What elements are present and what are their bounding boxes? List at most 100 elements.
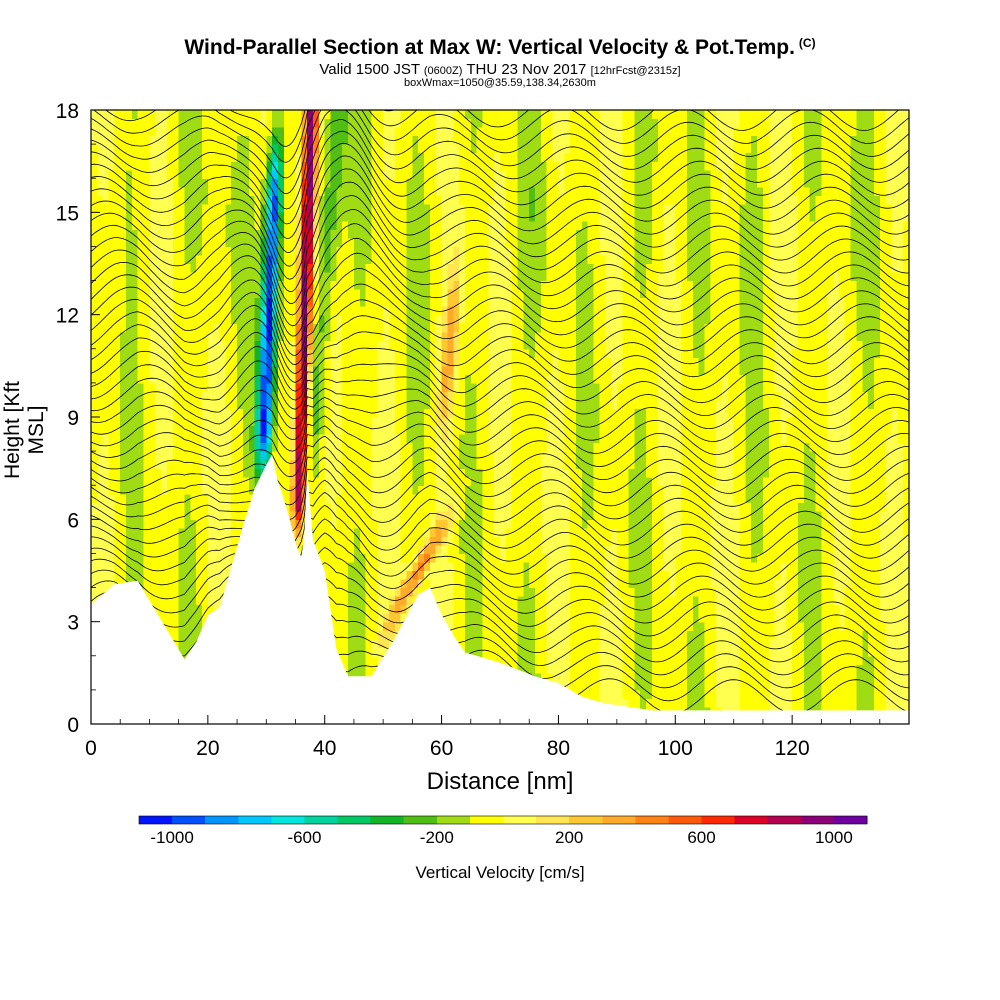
field-cell xyxy=(96,442,104,452)
field-cell xyxy=(248,476,256,486)
field-cell xyxy=(377,246,384,256)
field-cell xyxy=(400,118,408,128)
field-cell xyxy=(120,493,127,503)
field-cell xyxy=(418,485,425,495)
field-cell xyxy=(137,161,145,171)
field-cell xyxy=(178,118,186,128)
field-cell xyxy=(190,382,197,393)
field-cell xyxy=(301,237,308,248)
field-cell xyxy=(336,297,343,307)
field-cell xyxy=(388,510,396,520)
field-cell xyxy=(143,579,151,589)
field-cell xyxy=(330,434,337,444)
field-cell xyxy=(307,425,314,435)
field-cell xyxy=(429,417,437,427)
field-cell xyxy=(441,587,449,597)
field-cell xyxy=(260,144,267,154)
field-cell xyxy=(260,161,267,171)
field-cell xyxy=(441,135,449,145)
field-cell xyxy=(447,323,454,333)
field-cell xyxy=(295,459,302,469)
field-cell xyxy=(353,485,361,495)
field-cell xyxy=(453,357,460,367)
field-cell xyxy=(172,493,180,503)
field-cell xyxy=(155,357,162,367)
field-cell xyxy=(242,220,250,230)
field-cell xyxy=(231,357,238,367)
field-cell xyxy=(231,374,238,384)
field-cell xyxy=(131,280,139,290)
field-cell xyxy=(196,306,203,316)
field-cell xyxy=(353,519,361,529)
field-cell xyxy=(494,655,501,665)
field-cell xyxy=(120,468,127,478)
field-cell xyxy=(96,127,104,137)
field-cell xyxy=(464,263,472,273)
field-cell xyxy=(342,527,349,537)
field-cell xyxy=(242,357,250,367)
field-cell xyxy=(131,331,139,341)
field-cell xyxy=(114,135,121,145)
field-cell xyxy=(476,263,484,273)
field-cell xyxy=(388,237,396,248)
field-cell xyxy=(161,314,168,324)
field-cell xyxy=(248,442,256,452)
field-cell xyxy=(155,169,162,179)
field-cell xyxy=(225,510,232,520)
field-cell xyxy=(324,272,332,282)
field-cell xyxy=(231,246,238,256)
field-cell xyxy=(348,638,355,648)
field-cell xyxy=(213,587,221,597)
field-cell xyxy=(482,340,489,350)
field-cell xyxy=(342,365,349,375)
field-cell xyxy=(202,527,209,537)
field-cell xyxy=(388,144,396,154)
field-cell xyxy=(102,434,110,444)
field-cell xyxy=(114,553,121,563)
field-cell xyxy=(260,451,267,461)
field-cell xyxy=(225,348,232,358)
field-cell xyxy=(365,135,373,145)
field-cell xyxy=(435,587,443,597)
field-cell xyxy=(91,178,98,188)
field-cell xyxy=(155,152,162,162)
field-cell xyxy=(394,544,402,555)
field-cell xyxy=(96,553,104,563)
field-cell xyxy=(394,237,402,248)
field-cell xyxy=(348,229,355,239)
field-cell xyxy=(295,357,302,367)
field-cell xyxy=(330,135,337,145)
field-cell xyxy=(108,442,115,452)
field-cell xyxy=(435,519,443,529)
field-cell xyxy=(131,169,139,179)
field-cell xyxy=(161,144,168,154)
field-cell xyxy=(488,570,495,580)
field-cell xyxy=(207,323,215,333)
field-cell xyxy=(429,476,437,486)
field-cell xyxy=(412,220,419,230)
field-cell xyxy=(137,272,145,282)
field-cell xyxy=(190,161,197,171)
field-cell xyxy=(429,442,437,452)
field-cell xyxy=(178,306,186,316)
field-cell xyxy=(406,169,413,179)
field-cell xyxy=(96,382,104,393)
field-cell xyxy=(313,297,320,307)
field-cell xyxy=(494,621,501,631)
field-cell xyxy=(435,579,443,589)
field-cell xyxy=(120,434,127,444)
field-cell xyxy=(318,434,326,444)
field-cell xyxy=(225,493,232,503)
field-cell xyxy=(400,596,408,606)
field-cell xyxy=(295,365,302,375)
field-cell xyxy=(289,340,297,350)
field-cell xyxy=(277,272,285,282)
field-cell xyxy=(476,195,484,205)
field-cell xyxy=(476,118,484,128)
field-cell xyxy=(260,365,267,375)
field-cell xyxy=(178,613,186,623)
field-cell xyxy=(388,570,396,580)
field-cell xyxy=(301,340,308,350)
field-cell xyxy=(383,272,390,282)
field-cell xyxy=(225,289,232,299)
